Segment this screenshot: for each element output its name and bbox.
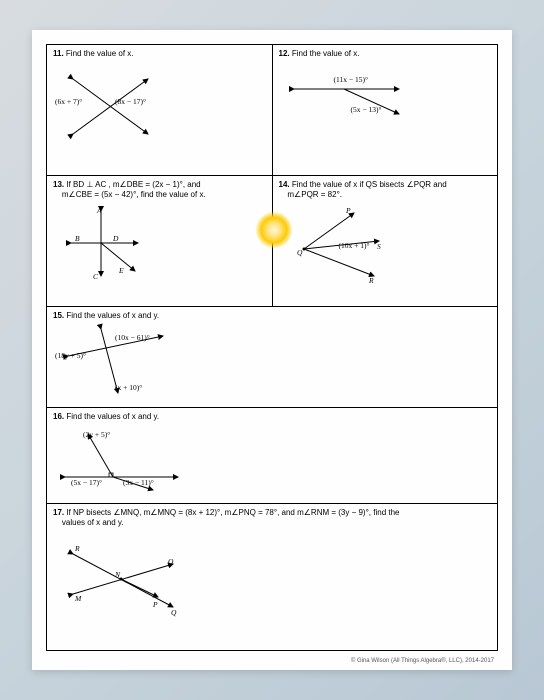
q16-prompt: Find the values of x and y. — [66, 412, 159, 421]
q17-l2: values of x and y. — [62, 518, 124, 527]
svg-text:P: P — [152, 600, 158, 609]
q14-l1: Find the value of x if QS bisects ∠PQR a… — [292, 180, 447, 189]
q11-left-expr: (6x + 7)° — [55, 97, 82, 106]
q16-top: (2y + 5)° — [83, 430, 110, 439]
svg-text:Q: Q — [171, 608, 177, 617]
svg-text:B: B — [75, 234, 80, 243]
copyright-text: © Gina Wilson (All Things Algebra®, LLC)… — [351, 658, 494, 664]
problem-13: 13. If BD ⊥ AC , m∠DBE = (2x − 1)°, and … — [47, 176, 272, 306]
svg-text:C: C — [93, 272, 99, 281]
q12-prompt: Find the value of x. — [292, 49, 360, 58]
problem-11: 11. Find the value of x. (6x + 7)° (8x −… — [47, 45, 272, 175]
q16-right: (3x − 11)° — [123, 478, 154, 487]
problem-15: 15. Find the values of x and y. (10x − 6… — [47, 307, 497, 407]
svg-text:O: O — [168, 557, 174, 566]
q12-top-expr: (11x − 15)° — [334, 75, 368, 84]
q13-l2: m∠CBE = (5x − 42)°, find the value of x. — [62, 190, 206, 199]
q17-l1: If NP bisects ∠MNQ, m∠MNQ = (8x + 12)°, … — [66, 508, 399, 517]
problem-16: 16. Find the values of x and y. (2y + 5)… — [47, 408, 497, 503]
q13-l1: If BD ⊥ AC , m∠DBE = (2x − 1)°, and — [66, 180, 200, 189]
svg-text:D: D — [112, 234, 119, 243]
problem-17: 17. If NP bisects ∠MNQ, m∠MNQ = (8x + 12… — [47, 504, 497, 652]
svg-text:N: N — [114, 570, 121, 579]
svg-text:P: P — [345, 206, 351, 215]
svg-text:R: R — [74, 544, 80, 553]
problem-14: 14. Find the value of x if QS bisects ∠P… — [272, 176, 498, 306]
q11-prompt: Find the value of x. — [66, 49, 134, 58]
svg-text:S: S — [377, 242, 381, 251]
q15-prompt: Find the values of x and y. — [66, 311, 159, 320]
problem-12: 12. Find the value of x. (11x − 15)° (5x… — [272, 45, 498, 175]
q11-right-expr: (8x − 17)° — [115, 97, 146, 106]
svg-text:R: R — [368, 276, 374, 285]
q15-left: (18y + 5)° — [55, 351, 86, 360]
q15-top: (10x − 61)° — [115, 333, 150, 342]
q14-expr: (10x + 1)° — [339, 241, 370, 250]
q14-l2: m∠PQR = 82°. — [287, 190, 342, 199]
q15-bot: (x + 10)° — [115, 383, 142, 392]
svg-text:A: A — [96, 206, 102, 215]
svg-text:E: E — [118, 266, 124, 275]
svg-text:Q: Q — [297, 248, 303, 257]
q12-bot-expr: (5x − 13)° — [351, 105, 382, 114]
svg-text:M: M — [74, 594, 82, 603]
q16-left: (5x − 17)° — [71, 478, 102, 487]
